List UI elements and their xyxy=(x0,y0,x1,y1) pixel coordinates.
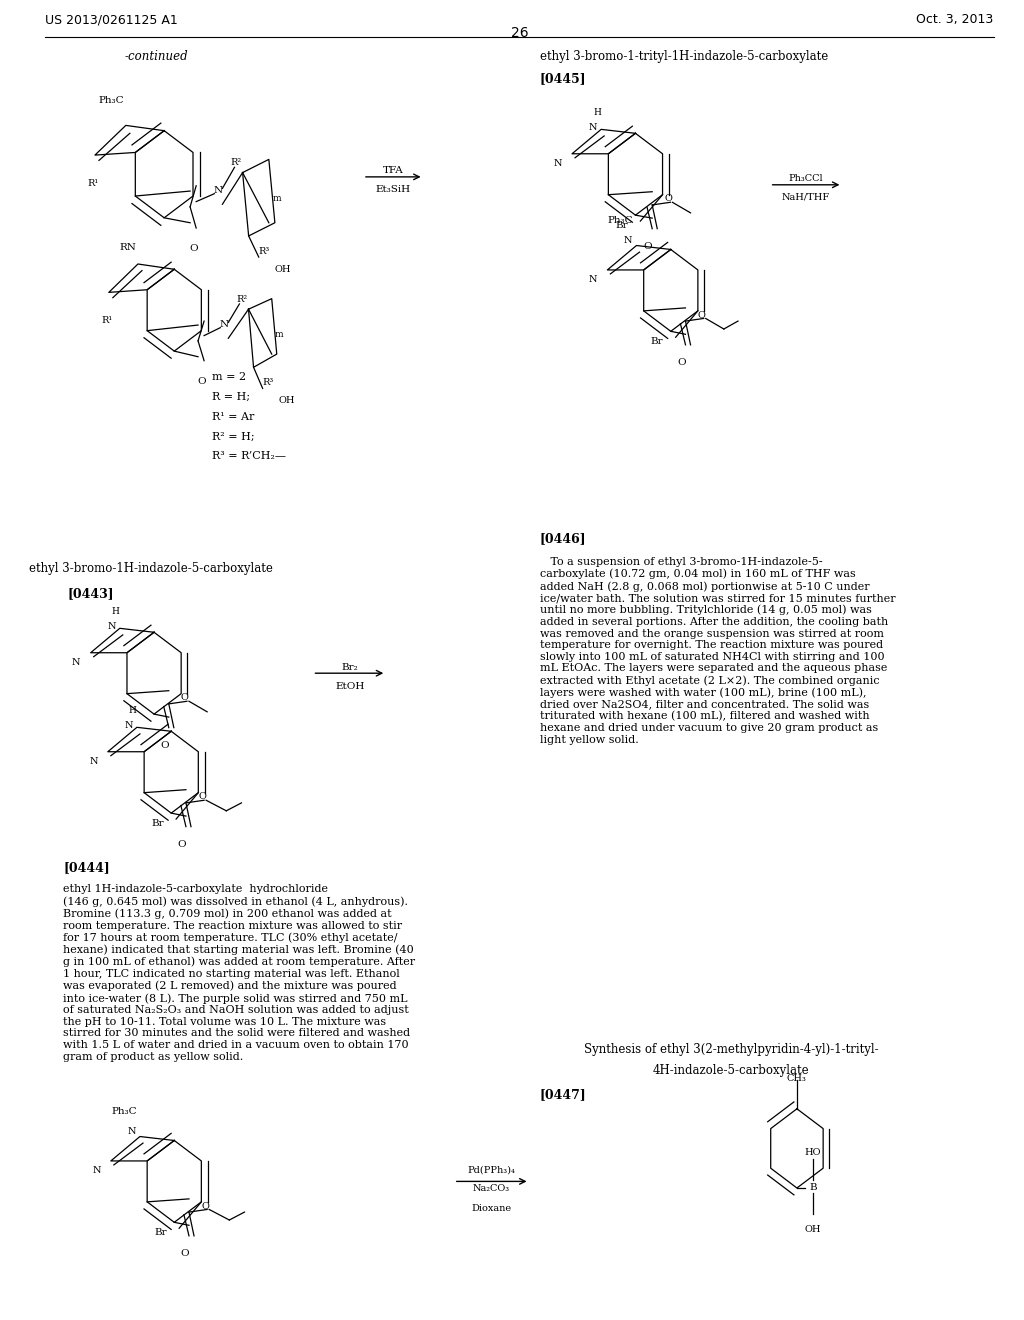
Text: 26: 26 xyxy=(511,26,528,41)
Text: Na₂CO₃: Na₂CO₃ xyxy=(473,1184,510,1193)
Text: O: O xyxy=(201,1201,209,1210)
Text: [0445]: [0445] xyxy=(540,73,586,86)
Text: -continued: -continued xyxy=(124,50,187,63)
Text: R³: R³ xyxy=(262,378,273,387)
Text: Dioxane: Dioxane xyxy=(471,1204,511,1213)
Text: m: m xyxy=(274,330,284,339)
Text: Et₃SiH: Et₃SiH xyxy=(376,185,411,194)
Text: R¹ = Ar: R¹ = Ar xyxy=(212,412,254,422)
Text: [0444]: [0444] xyxy=(63,861,110,874)
Text: R¹: R¹ xyxy=(87,180,98,187)
Text: O: O xyxy=(644,242,652,251)
Text: OH: OH xyxy=(279,396,295,405)
Text: RN: RN xyxy=(119,243,136,252)
Text: O: O xyxy=(697,310,706,319)
Text: Ph₃C: Ph₃C xyxy=(98,96,124,106)
Text: O: O xyxy=(161,741,169,750)
Text: R = H;: R = H; xyxy=(212,392,250,403)
Text: To a suspension of ethyl 3-bromo-1H-indazole-5-
carboxylate (10.72 gm, 0.04 mol): To a suspension of ethyl 3-bromo-1H-inda… xyxy=(540,557,895,744)
Text: Br: Br xyxy=(155,1228,167,1237)
Text: R²: R² xyxy=(237,294,248,304)
Text: Br: Br xyxy=(651,338,664,346)
Text: TFA: TFA xyxy=(383,166,403,176)
Text: EtOH: EtOH xyxy=(335,682,365,692)
Text: [0443]: [0443] xyxy=(68,587,114,601)
Text: N: N xyxy=(124,721,133,730)
Text: N: N xyxy=(72,659,81,667)
Text: Ph₃C: Ph₃C xyxy=(608,216,634,226)
Text: O: O xyxy=(180,1249,189,1258)
Text: CH₃: CH₃ xyxy=(787,1074,807,1084)
Text: N: N xyxy=(589,123,597,132)
Text: [0446]: [0446] xyxy=(540,532,586,545)
Text: O: O xyxy=(677,358,686,367)
Text: H: H xyxy=(112,607,120,616)
Text: R³: R³ xyxy=(259,247,270,256)
Text: Ph₃CCl: Ph₃CCl xyxy=(788,174,823,183)
Text: m = 2: m = 2 xyxy=(212,372,246,383)
Text: N: N xyxy=(127,1127,136,1137)
Text: Br₂: Br₂ xyxy=(341,663,358,672)
Text: R² = H;: R² = H; xyxy=(212,432,254,442)
Text: Br: Br xyxy=(152,818,164,828)
Text: N: N xyxy=(214,186,223,195)
Text: m: m xyxy=(272,194,282,203)
Text: ethyl 3-bromo-1-trityl-1H-indazole-5-carboxylate: ethyl 3-bromo-1-trityl-1H-indazole-5-car… xyxy=(540,50,827,63)
Text: 4H-indazole-5-carboxylate: 4H-indazole-5-carboxylate xyxy=(653,1064,810,1077)
Text: N: N xyxy=(92,1167,100,1175)
Text: Synthesis of ethyl 3(2-methylpyridin-4-yl)-1-trityl-: Synthesis of ethyl 3(2-methylpyridin-4-y… xyxy=(584,1043,879,1056)
Text: O: O xyxy=(198,376,207,385)
Text: N: N xyxy=(553,160,562,168)
Text: B: B xyxy=(809,1183,817,1192)
Text: Oct. 3, 2013: Oct. 3, 2013 xyxy=(916,13,993,26)
Text: O: O xyxy=(665,194,673,203)
Text: Br: Br xyxy=(615,220,629,230)
Text: R³ = R’CH₂—: R³ = R’CH₂— xyxy=(212,451,286,462)
Text: Ph₃C: Ph₃C xyxy=(112,1107,137,1117)
Text: [0447]: [0447] xyxy=(540,1088,587,1101)
Text: OH: OH xyxy=(274,265,292,275)
Text: O: O xyxy=(199,792,206,801)
Text: O: O xyxy=(177,840,186,849)
Text: N: N xyxy=(108,622,116,631)
Text: ethyl 1H-indazole-5-carboxylate  hydrochloride
(146 g, 0.645 mol) was dissolved : ethyl 1H-indazole-5-carboxylate hydrochl… xyxy=(63,884,416,1061)
Text: N: N xyxy=(624,236,633,246)
Text: HO: HO xyxy=(805,1148,821,1158)
Text: NaH/THF: NaH/THF xyxy=(782,193,830,202)
Text: N: N xyxy=(220,319,228,329)
Text: O: O xyxy=(189,244,199,253)
Text: Pd(PPh₃)₄: Pd(PPh₃)₄ xyxy=(467,1166,515,1175)
Text: OH: OH xyxy=(805,1225,821,1234)
Text: R²: R² xyxy=(230,158,242,168)
Text: R¹: R¹ xyxy=(101,317,113,325)
Text: H: H xyxy=(129,706,137,715)
Text: N: N xyxy=(89,758,97,766)
Text: O: O xyxy=(181,693,188,702)
Text: US 2013/0261125 A1: US 2013/0261125 A1 xyxy=(45,13,178,26)
Text: ethyl 3-bromo-1H-indazole-5-carboxylate: ethyl 3-bromo-1H-indazole-5-carboxylate xyxy=(29,562,273,576)
Text: H: H xyxy=(593,108,601,117)
Text: N: N xyxy=(589,276,597,284)
